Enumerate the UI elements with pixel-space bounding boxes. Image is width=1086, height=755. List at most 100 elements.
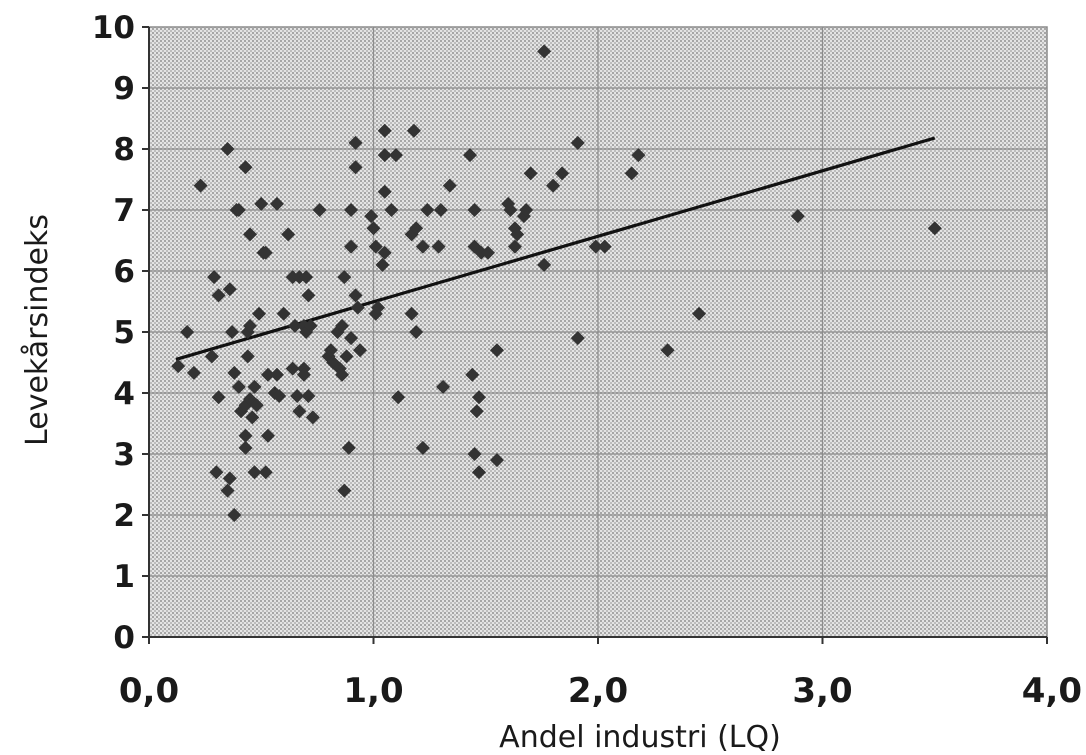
- data-point: [180, 325, 195, 339]
- data-point: [377, 123, 392, 138]
- data-point: [281, 227, 296, 242]
- data-point: [247, 465, 262, 480]
- x-axis-label: Andel industri (LQ): [499, 720, 781, 755]
- data-point: [220, 483, 235, 498]
- data-point: [292, 404, 307, 419]
- data-point: [222, 471, 237, 486]
- data-point: [597, 239, 612, 254]
- data-point: [489, 343, 504, 358]
- data-point: [384, 203, 399, 217]
- data-point: [211, 390, 226, 405]
- data-point: [467, 203, 482, 217]
- x-tick-label: 4,0: [1022, 671, 1082, 711]
- data-point: [301, 389, 316, 404]
- data-point: [211, 288, 226, 303]
- data-point: [258, 465, 273, 480]
- data-point: [276, 306, 291, 321]
- data-point: [209, 465, 224, 480]
- data-point: [472, 390, 487, 405]
- data-point: [240, 349, 255, 364]
- data-point: [465, 367, 480, 382]
- data-point: [348, 288, 363, 303]
- data-point: [225, 325, 240, 339]
- x-tick-label: 2,0: [568, 671, 628, 711]
- data-point: [489, 453, 504, 468]
- y-tick-label: 0: [113, 620, 135, 656]
- data-point: [631, 148, 646, 163]
- data-point: [537, 257, 552, 272]
- data-point: [245, 410, 260, 425]
- data-point: [220, 142, 235, 156]
- x-tick-label: 0,0: [119, 671, 179, 711]
- data-point: [243, 318, 258, 333]
- data-point: [227, 365, 242, 380]
- data-point: [353, 343, 368, 358]
- data-point: [537, 44, 552, 59]
- y-tick-label: 4: [113, 376, 135, 412]
- data-point: [207, 270, 222, 285]
- data-point: [335, 367, 350, 382]
- data-point: [391, 390, 406, 405]
- data-point: [247, 379, 262, 394]
- data-point: [258, 245, 273, 260]
- data-point: [570, 135, 585, 150]
- data-point: [472, 465, 487, 480]
- y-tick-label: 6: [113, 254, 135, 290]
- data-point: [546, 178, 561, 193]
- y-tick-label: 8: [113, 132, 135, 168]
- data-point: [341, 440, 356, 455]
- y-tick-label: 10: [92, 10, 135, 46]
- data-point: [368, 239, 383, 254]
- y-tick-labels: 0 1 2 3 4 5 6 7 8 9 10: [92, 10, 135, 656]
- data-point: [692, 306, 707, 321]
- data-point: [285, 361, 300, 376]
- data-point: [339, 349, 354, 364]
- data-point: [238, 428, 253, 443]
- data-point: [335, 318, 350, 333]
- data-point: [305, 410, 320, 425]
- data-point: [303, 318, 318, 333]
- data-point: [231, 379, 246, 394]
- data-point: [312, 203, 327, 217]
- data-point: [570, 331, 585, 346]
- y-tick-label: 3: [113, 437, 135, 473]
- data-point: [269, 367, 284, 382]
- data-point: [433, 203, 448, 217]
- data-point: [431, 239, 446, 254]
- data-point: [366, 221, 381, 236]
- data-point: [238, 440, 253, 455]
- data-point: [348, 160, 363, 175]
- y-tick-label: 7: [113, 193, 135, 229]
- data-point: [927, 221, 942, 236]
- data-point: [467, 447, 482, 461]
- data-point: [186, 365, 201, 380]
- data-point: [660, 343, 675, 358]
- data-point: [519, 203, 534, 217]
- data-point: [624, 166, 639, 181]
- data-point: [243, 227, 258, 242]
- grid-lines: [149, 27, 1047, 637]
- data-point: [296, 367, 311, 382]
- data-point: [252, 306, 267, 321]
- data-point: [260, 428, 275, 443]
- data-point: [231, 203, 246, 217]
- data-point: [254, 196, 269, 211]
- data-point: [204, 349, 219, 364]
- y-tick-label: 1: [113, 559, 135, 595]
- data-point: [269, 196, 284, 211]
- data-point: [348, 135, 363, 150]
- data-point: [463, 148, 478, 163]
- data-point: [375, 257, 390, 272]
- data-point: [409, 221, 424, 236]
- data-point: [272, 389, 287, 404]
- data-point: [344, 331, 359, 346]
- data-point: [790, 209, 805, 224]
- plot-frame: [142, 26, 1048, 644]
- data-point: [350, 300, 365, 315]
- data-point: [290, 389, 305, 404]
- data-point: [344, 203, 359, 217]
- data-point: [249, 398, 264, 413]
- data-point: [555, 166, 570, 181]
- data-point: [301, 288, 316, 303]
